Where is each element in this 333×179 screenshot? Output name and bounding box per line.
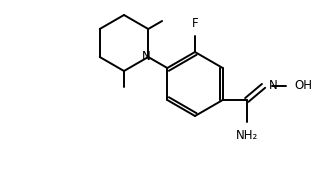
Text: NH₂: NH₂	[235, 129, 258, 142]
Text: OH: OH	[295, 79, 313, 92]
Text: N: N	[269, 79, 277, 92]
Text: F: F	[192, 17, 198, 30]
Text: N: N	[142, 50, 151, 62]
